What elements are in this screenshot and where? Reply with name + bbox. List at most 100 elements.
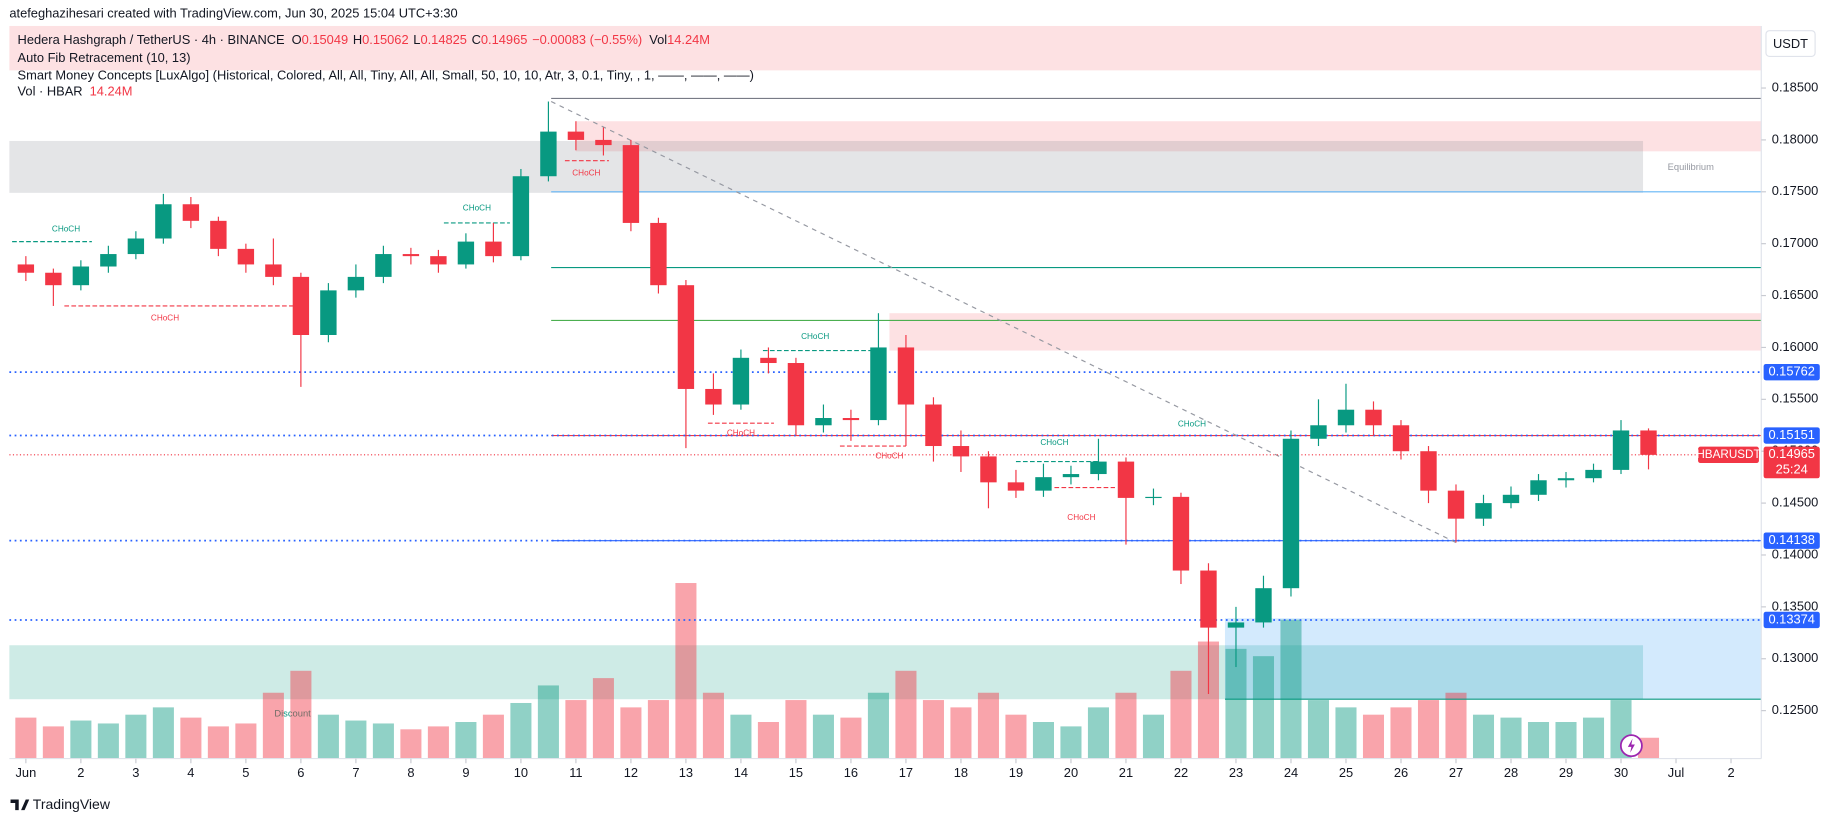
candle-body — [1640, 430, 1657, 455]
candle-body — [1035, 477, 1052, 491]
candle-body — [430, 256, 447, 265]
candle-body — [485, 241, 502, 257]
volume-bar — [1280, 619, 1302, 759]
currency[interactable]: USDT — [1773, 36, 1808, 51]
ohlc-value: 0.14825 — [420, 33, 466, 48]
candle-body — [705, 388, 722, 405]
candle-body — [292, 276, 310, 335]
candle-body — [210, 220, 227, 249]
level-label: 0.13374 — [1768, 611, 1814, 626]
candle-body — [320, 290, 337, 335]
ohlc-key: C — [472, 33, 481, 48]
volume-bar — [675, 583, 697, 759]
volume-bar — [15, 717, 37, 759]
x-tick-label: 23 — [1229, 765, 1243, 780]
x-tick-label: 29 — [1559, 765, 1573, 780]
volume-bar — [922, 700, 944, 759]
volume-bar — [97, 723, 119, 759]
currency-button[interactable] — [1765, 30, 1816, 57]
candle-body — [897, 347, 915, 405]
choch-label: CHoCH — [875, 452, 903, 461]
x-tick-label: 11 — [569, 765, 582, 780]
y-tick-label: 0.17000 — [1772, 235, 1818, 250]
last-price-box — [1763, 446, 1820, 479]
candle-body — [155, 204, 172, 239]
choch-label: CHoCH — [727, 429, 755, 438]
volume-bar — [812, 714, 834, 759]
y-tick-label: 0.18000 — [1772, 131, 1818, 146]
volume-legend: Vol · HBAR 14.24M — [18, 84, 133, 99]
x-tick-label: Jul — [1668, 765, 1684, 780]
candle-body — [1062, 474, 1080, 478]
candle-body — [1282, 438, 1300, 589]
volume-bar — [785, 700, 807, 759]
y-tick-label: 0.18500 — [1772, 79, 1818, 94]
x-tick-label: 3 — [132, 765, 139, 780]
x-tick-label: Jun — [15, 765, 36, 780]
x-tick-label: 2 — [1727, 765, 1734, 780]
level-label-box — [1763, 532, 1820, 549]
volume-bar — [867, 692, 889, 759]
candle-body — [815, 418, 832, 426]
candle-body — [760, 357, 777, 364]
volume-bar — [1390, 707, 1412, 759]
volume-bar — [400, 729, 422, 759]
volume-bar — [620, 707, 642, 759]
volume-value: 14.24M — [90, 84, 133, 99]
volume-bar — [262, 692, 284, 759]
candle-body — [457, 241, 475, 265]
candle-body — [1337, 409, 1355, 426]
volume-bar — [647, 700, 669, 759]
y-tick-label: 0.14500 — [1772, 495, 1818, 510]
volume-bar — [455, 722, 477, 759]
volume-bar — [125, 714, 147, 759]
choch-label: CHoCH — [801, 332, 829, 341]
volume-bar — [1637, 737, 1660, 759]
candle-body — [842, 418, 860, 421]
volume-bar — [895, 670, 917, 759]
volume-bar — [1005, 714, 1027, 759]
volume-bar — [565, 700, 587, 759]
candle-body — [650, 222, 667, 286]
zone — [9, 25, 1762, 71]
volume-bar — [152, 707, 174, 759]
volume-bar — [977, 692, 999, 759]
candle-body — [347, 276, 365, 291]
volume-bar — [730, 714, 752, 759]
volume-bar — [840, 717, 862, 759]
volume-bar — [1527, 722, 1550, 759]
ohlc-value: 0.14965 — [481, 33, 527, 48]
volume-bar — [482, 714, 504, 759]
volume-bar — [1197, 641, 1220, 759]
candle-body — [1310, 425, 1327, 439]
last-price: 0.14965 — [1768, 446, 1814, 461]
candle-body — [1117, 461, 1135, 498]
choch-label: CHoCH — [1067, 513, 1095, 522]
volume-bar — [1060, 726, 1082, 759]
zone — [9, 645, 1644, 700]
candle-body — [540, 131, 557, 177]
candle-body — [567, 131, 585, 140]
candle-body — [787, 363, 805, 426]
level-label: 0.15151 — [1768, 427, 1814, 442]
candle-body — [1530, 480, 1547, 495]
volume-bar — [1335, 707, 1357, 759]
indicator-legend: Smart Money Concepts [LuxAlgo] (Historic… — [18, 68, 754, 83]
volume-bar — [235, 723, 257, 759]
x-tick-label: 2 — [77, 765, 84, 780]
x-tick-label: 22 — [1174, 765, 1188, 780]
volume-bar — [180, 717, 202, 759]
x-tick-label: 16 — [844, 765, 858, 780]
ohlc-value: 0.15062 — [362, 33, 408, 48]
volume-bar — [1582, 717, 1605, 759]
candle-body — [127, 238, 145, 255]
x-tick-label: 6 — [297, 765, 304, 780]
candle-body — [375, 254, 392, 277]
volume-bar — [537, 685, 559, 759]
choch-label: CHoCH — [52, 224, 80, 233]
choch-label: CHoCH — [1040, 438, 1068, 447]
ohlc-key: L — [413, 33, 420, 48]
x-tick-label: 30 — [1614, 765, 1628, 780]
candle-body — [925, 404, 942, 447]
